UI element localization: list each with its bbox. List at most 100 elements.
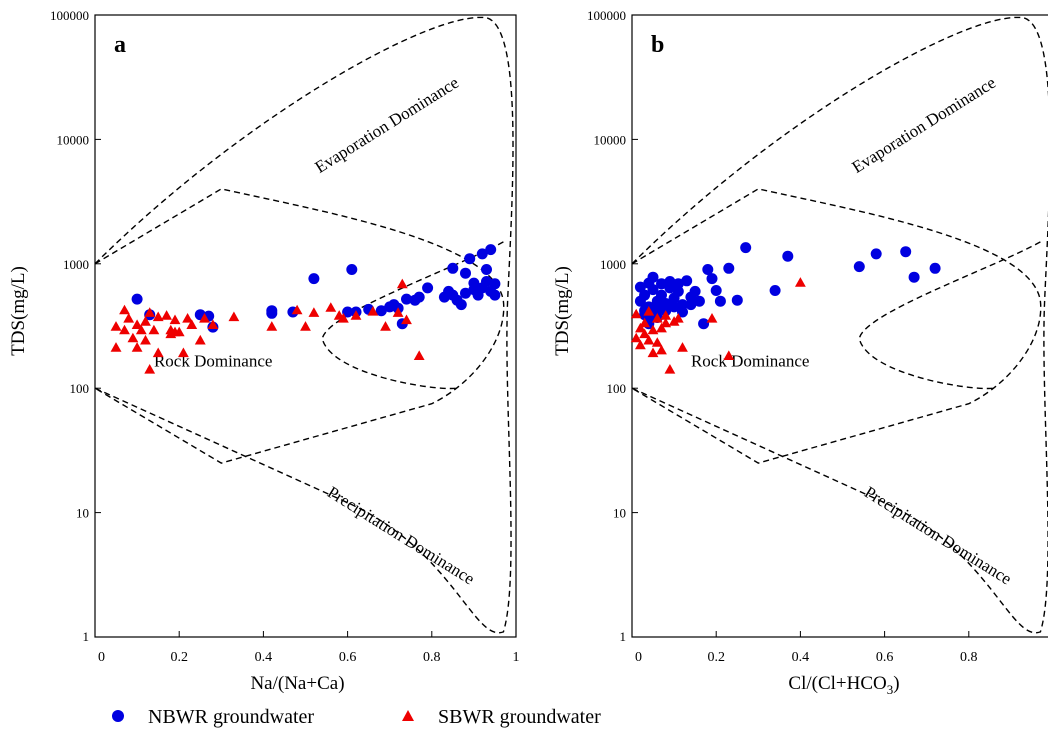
- data-point-nbwr: [853, 261, 865, 273]
- x-tick-label: 0.8: [960, 650, 978, 665]
- data-point-nbwr: [460, 287, 471, 299]
- envelope-rock: [631, 188, 1042, 464]
- data-point-nbwr: [489, 289, 501, 301]
- data-point-sbwr: [643, 306, 655, 316]
- data-point-nbwr: [706, 273, 718, 285]
- plot-frame: [94, 14, 517, 638]
- data-point-nbwr: [476, 248, 488, 260]
- data-point-nbwr: [455, 299, 467, 311]
- x-tick-label: 0.4: [792, 650, 810, 665]
- data-point-nbwr: [489, 278, 501, 290]
- y-tick-label: 100000: [50, 8, 89, 23]
- data-point-nbwr: [870, 248, 882, 260]
- zone-label-precipitation: Precipitation Dominance: [324, 483, 478, 589]
- data-point-nbwr: [413, 291, 425, 303]
- x-tick-label: 0: [635, 650, 642, 665]
- data-point-sbwr: [144, 364, 156, 374]
- data-point-nbwr: [698, 318, 710, 330]
- y-tick-label: 1000: [63, 257, 89, 272]
- x-tick-label: 0.6: [876, 650, 894, 665]
- data-point-sbwr: [396, 278, 408, 289]
- data-point-sbwr: [338, 313, 349, 323]
- data-point-sbwr: [140, 334, 151, 345]
- zone-label-evaporation: Evaporation Dominance: [311, 73, 462, 177]
- data-point-sbwr: [308, 307, 320, 317]
- data-point-nbwr: [422, 282, 434, 294]
- y-tick-label: 100: [70, 381, 90, 396]
- data-point-sbwr: [630, 332, 642, 343]
- zone-label-precipitation: Precipitation Dominance: [861, 483, 1015, 589]
- data-point-sbwr: [131, 319, 143, 329]
- data-point-sbwr: [392, 307, 404, 317]
- data-point-sbwr: [639, 328, 650, 339]
- data-point-sbwr: [723, 350, 735, 360]
- data-point-nbwr: [782, 250, 794, 262]
- y-tick-label: 10000: [57, 132, 90, 147]
- data-point-nbwr: [485, 244, 497, 256]
- data-point-sbwr: [660, 317, 672, 328]
- envelope-rock: [94, 188, 505, 464]
- data-point-sbwr: [199, 313, 210, 323]
- x-axis-label-end: ): [893, 673, 899, 694]
- data-point-sbwr: [169, 314, 181, 325]
- data-point-nbwr: [308, 273, 320, 285]
- data-point-sbwr: [672, 313, 684, 323]
- data-point-sbwr: [651, 337, 663, 347]
- data-point-sbwr: [291, 304, 303, 315]
- legend-marker-nbwr: [112, 710, 124, 722]
- data-point-sbwr: [152, 347, 164, 358]
- data-point-sbwr: [178, 347, 189, 358]
- data-point-sbwr: [161, 310, 172, 320]
- data-point-nbwr: [900, 246, 912, 258]
- y-tick-label: 1: [83, 629, 90, 644]
- data-point-sbwr: [135, 324, 147, 335]
- y-tick-label: 1000: [600, 257, 626, 272]
- data-point-sbwr: [123, 313, 135, 323]
- data-point-sbwr: [401, 314, 412, 325]
- data-point-sbwr: [664, 364, 676, 374]
- data-point-sbwr: [367, 306, 379, 316]
- data-point-sbwr: [413, 350, 425, 360]
- data-point-nbwr: [651, 303, 663, 315]
- x-tick-label: 0.4: [255, 650, 273, 665]
- x-axis-label: Cl/(Cl+HCO3): [788, 673, 899, 697]
- data-point-sbwr: [706, 313, 718, 323]
- data-point-nbwr: [689, 285, 701, 297]
- panel-a: 1 10 100 1000 10000 100000 0 0.2 0.4 0.6 0.8 1 Na/(N…: [8, 8, 520, 694]
- data-point-nbwr: [656, 289, 667, 301]
- data-point-sbwr: [148, 324, 160, 335]
- x-tick-label: 0: [98, 650, 105, 665]
- data-point-nbwr: [693, 295, 705, 307]
- data-point-nbwr: [401, 293, 412, 305]
- zone-label-rock: Rock Dominance: [691, 351, 810, 370]
- data-point-sbwr: [656, 322, 667, 333]
- data-point-sbwr: [660, 310, 672, 320]
- data-point-nbwr: [131, 293, 143, 305]
- data-point-sbwr: [651, 313, 663, 323]
- panel-b: 1 10 100 1000 10000 100000 0 0.2 0.4 0.6 0.8 Cl/(Cl…: [552, 8, 1048, 697]
- y-tick-label: 10: [76, 506, 89, 521]
- data-point-nbwr: [731, 294, 743, 306]
- legend-label: NBWR groundwater: [148, 706, 314, 728]
- y-tick-label: 10000: [594, 132, 627, 147]
- data-point-nbwr: [668, 301, 680, 313]
- x-tick-label: 0.2: [707, 650, 725, 665]
- data-point-nbwr: [677, 306, 688, 318]
- y-tick-label: 10: [613, 506, 626, 521]
- x-tick-label: 0.8: [423, 650, 441, 665]
- data-point-nbwr: [464, 253, 476, 265]
- data-point-nbwr: [672, 278, 684, 290]
- panel-label: a: [114, 32, 126, 58]
- data-point-sbwr: [300, 321, 311, 331]
- data-point-nbwr: [740, 242, 752, 254]
- data-point-sbwr: [635, 322, 646, 333]
- x-tick-label: 0.6: [339, 650, 357, 665]
- data-point-nbwr: [710, 285, 722, 296]
- data-point-sbwr: [152, 311, 164, 322]
- data-point-nbwr: [481, 264, 492, 275]
- data-point-nbwr: [681, 275, 693, 287]
- data-point-sbwr: [795, 277, 806, 287]
- envelope-lobe: [321, 241, 504, 390]
- data-point-sbwr: [635, 339, 646, 350]
